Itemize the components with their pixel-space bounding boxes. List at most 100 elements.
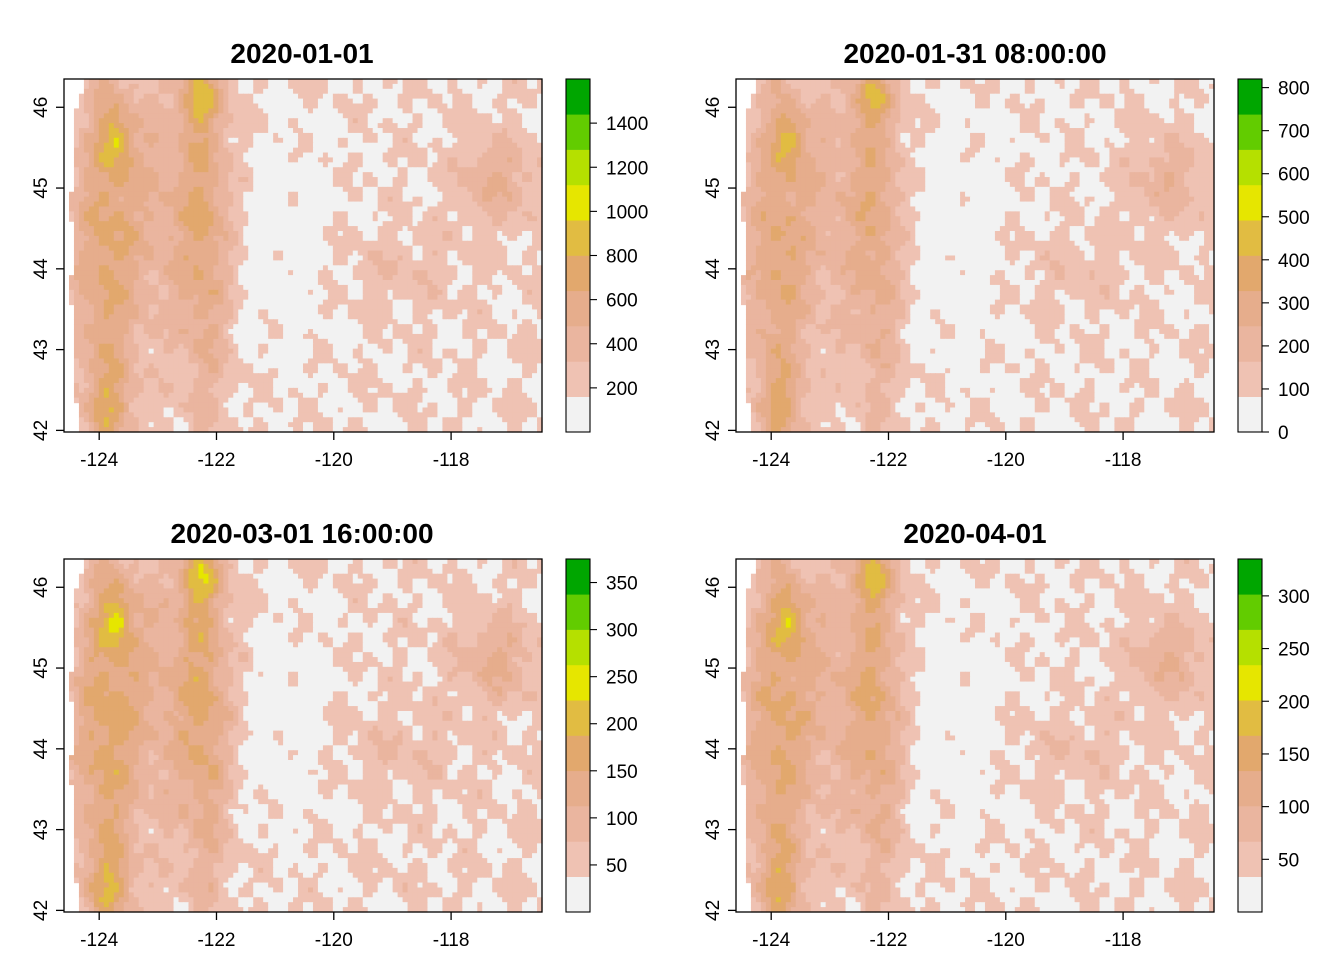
y-tick-label: 45 (31, 177, 52, 198)
raster-layer (68, 79, 543, 433)
map-frame (735, 78, 1215, 433)
y-tick-label: 44 (31, 258, 52, 280)
x-tick-label: -118 (1105, 930, 1142, 951)
x-tick-label: -120 (315, 930, 353, 951)
y-tick-label: 43 (31, 819, 52, 840)
legend-tick-label: 300 (606, 621, 638, 642)
legend-swatch (1238, 290, 1262, 327)
legend-swatch (1238, 220, 1262, 256)
legend-colorbar: 50 100 150 200 250 300 350 (565, 558, 638, 913)
panel-title: 2020-01-01 (230, 38, 373, 69)
legend-swatch (1238, 806, 1262, 842)
raster-layer (740, 79, 1215, 433)
legend-tick-label: 200 (606, 715, 638, 736)
legend-tick-label: 700 (1278, 122, 1310, 143)
legend-swatch (566, 664, 590, 701)
legend-tick-label: 200 (1278, 692, 1310, 713)
legend-tick-label: 1400 (606, 114, 648, 135)
legend-tick-label: 800 (606, 247, 638, 268)
legend-tick-label: 0 (1278, 423, 1289, 444)
legend-tick-label: 400 (606, 335, 638, 356)
legend-swatch (566, 79, 590, 115)
panel-title: 2020-04-01 (903, 518, 1046, 549)
y-tick-label: 42 (31, 900, 52, 921)
y-axis: 42 43 44 45 46 (703, 577, 736, 921)
legend-tick-label: 150 (1278, 745, 1310, 766)
map-frame (63, 558, 543, 913)
legend-tick-label: 50 (1278, 850, 1299, 871)
y-axis: 42 43 44 45 46 (31, 97, 64, 441)
legend-tick-label: 300 (1278, 294, 1310, 315)
legend-swatch (566, 876, 590, 913)
x-tick-label: -122 (869, 930, 907, 951)
panel-title: 2020-03-01 16:00:00 (170, 518, 433, 549)
legend-swatch (566, 255, 590, 292)
x-tick-label: -122 (869, 450, 907, 471)
x-tick-label: -124 (80, 930, 118, 951)
legend-tick-label: 500 (1278, 208, 1310, 229)
legend-swatch (1238, 361, 1262, 397)
legend-tick-label: 350 (606, 574, 638, 595)
x-axis: -124 -122 -120 -118 (752, 912, 1141, 951)
y-tick-label: 44 (703, 738, 724, 760)
y-tick-label: 46 (703, 97, 724, 118)
x-axis: -124 -122 -120 -118 (80, 432, 469, 471)
y-axis: 42 43 44 45 46 (31, 577, 64, 921)
legend-swatch (1238, 114, 1262, 150)
legend-tick-label: 200 (606, 379, 638, 400)
y-tick-label: 43 (703, 339, 724, 360)
legend-tick-label: 100 (606, 809, 638, 830)
x-tick-label: -118 (433, 930, 470, 951)
legend-swatch (1238, 770, 1262, 807)
legend-tick-label: 150 (606, 762, 638, 783)
legend-swatch (566, 361, 590, 397)
map-panel-2: 2020-01-31 08:00:00-124 -122 -120 -11842434… (703, 38, 1310, 471)
legend-swatch (566, 184, 590, 221)
legend-swatch (566, 735, 590, 772)
legend-swatch (566, 629, 590, 666)
legend-swatch (1238, 629, 1262, 666)
y-tick-label: 44 (31, 738, 52, 760)
map-frame (63, 78, 543, 433)
legend-swatch (566, 149, 590, 186)
y-tick-label: 45 (703, 657, 724, 678)
legend-tick-label: 600 (606, 291, 638, 312)
legend-tick-label: 1200 (606, 158, 648, 179)
legend-swatch (1238, 184, 1262, 221)
map-panel-4: 2020-04-01 -124 -122 -120 -118 42 43 44 45 46 50 10… (703, 518, 1310, 951)
x-tick-label: -124 (752, 930, 790, 951)
x-tick-label: -120 (987, 930, 1025, 951)
legend-swatch (1238, 255, 1262, 292)
legend-swatch (1238, 326, 1262, 362)
y-tick-label: 42 (31, 420, 52, 441)
x-tick-label: -124 (752, 450, 790, 471)
x-tick-label: -124 (80, 450, 118, 471)
y-tick-label: 46 (31, 577, 52, 598)
y-tick-label: 42 (703, 420, 724, 441)
legend-tick-label: 100 (1278, 380, 1310, 401)
y-tick-label: 42 (703, 900, 724, 921)
legend-swatch (566, 220, 590, 256)
legend-swatch (566, 700, 590, 736)
legend-swatch (566, 290, 590, 327)
y-tick-label: 43 (31, 339, 52, 360)
legend-tick-label: 200 (1278, 337, 1310, 358)
y-tick-label: 46 (31, 97, 52, 118)
legend-swatch (1238, 396, 1262, 433)
legend-swatch (1238, 876, 1262, 913)
legend-swatch (1238, 559, 1262, 595)
raster-layer (68, 559, 543, 913)
legend-swatch (566, 559, 590, 595)
legend-swatch (1238, 594, 1262, 630)
raster-layer (740, 559, 1215, 913)
y-axis: 42 43 44 45 46 (703, 97, 736, 441)
x-axis: -124 -122 -120 -118 (752, 432, 1141, 471)
x-tick-label: -118 (1105, 450, 1142, 471)
legend-swatch (566, 770, 590, 807)
legend-swatch (1238, 664, 1262, 701)
y-tick-label: 45 (703, 177, 724, 198)
legend-tick-label: 600 (1278, 165, 1310, 186)
map-panel-1: 2020-01-01 -124 -122 -120 -118 42 43 44 45 46 200 4… (31, 38, 648, 471)
legend-tick-label: 100 (1278, 798, 1310, 819)
